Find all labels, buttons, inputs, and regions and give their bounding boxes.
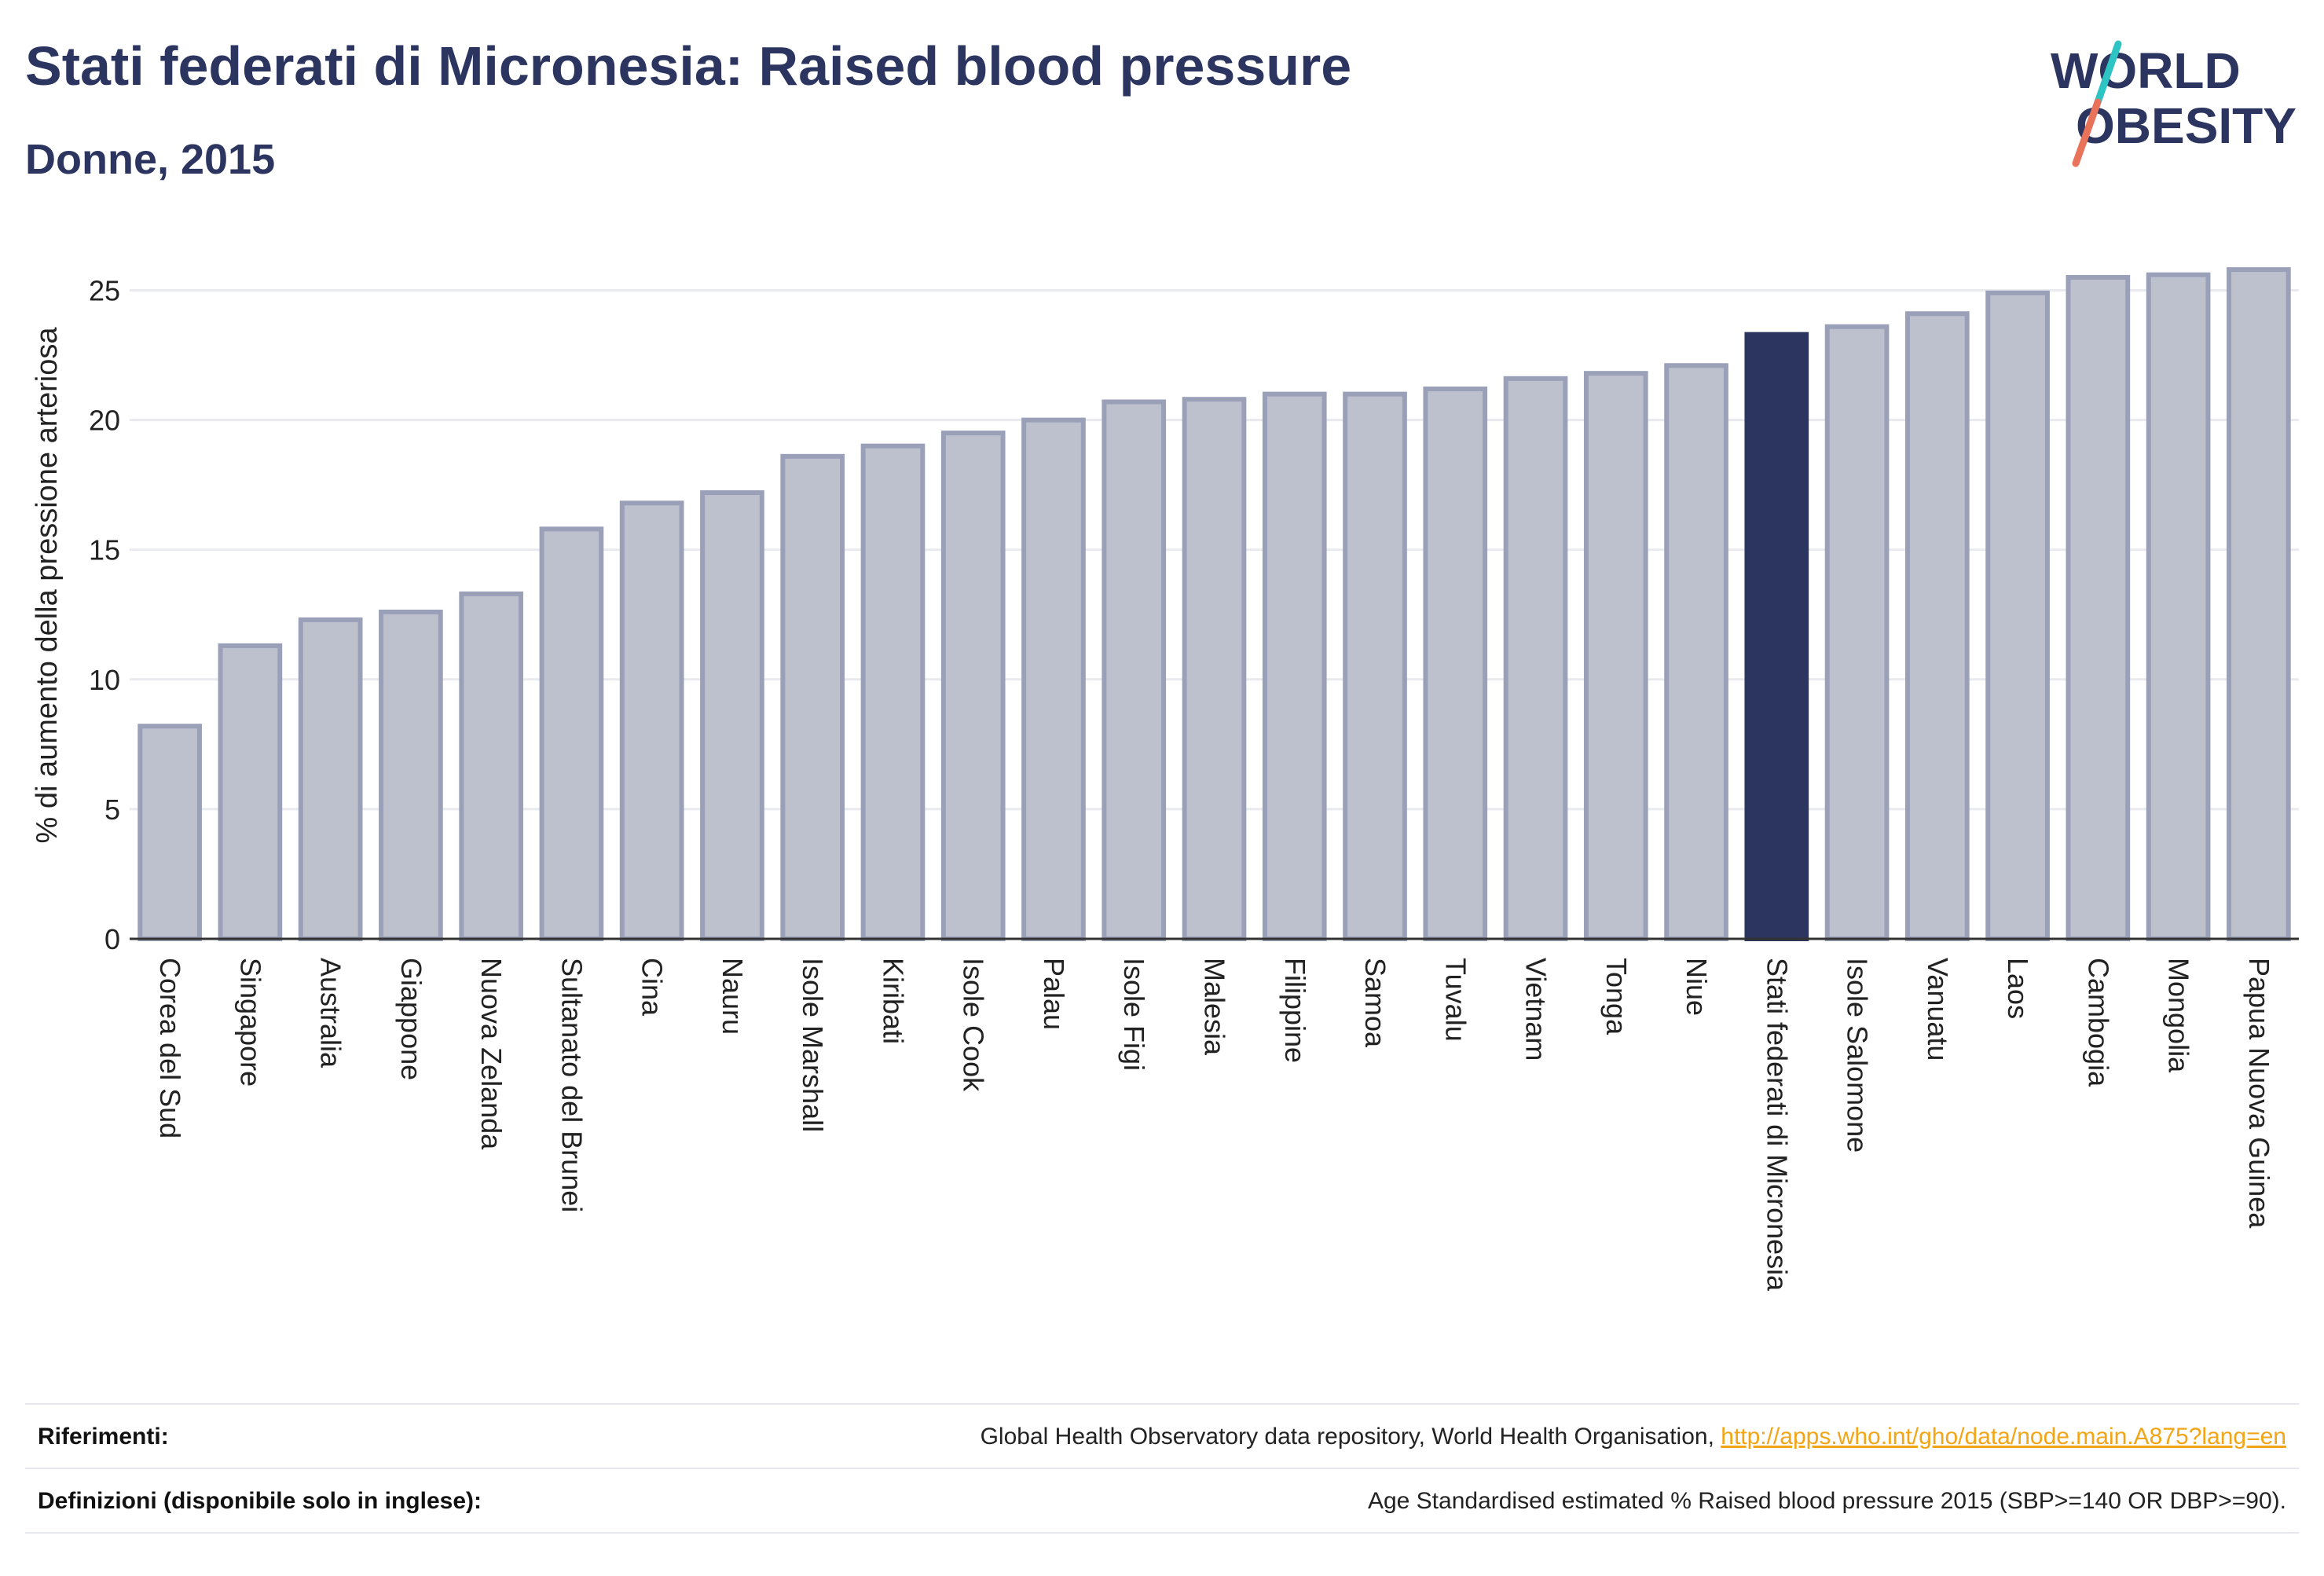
bar [700,490,764,941]
x-tick-label: Papua Nuova Guinea [2243,958,2275,1229]
references-link[interactable]: http://apps.who.int/gho/data/node.main.A… [1721,1424,2286,1450]
bar-chart: 0 5 10 15 20 25 Corea del Sud Singapore Austral… [31,267,2299,1292]
bar [539,526,604,941]
chart-title: Stati federati di Micronesia: Raised blo… [25,35,1352,97]
x-tick-label: Tonga [1600,958,1633,1035]
x-tick-label: Kiribati [877,958,909,1044]
y-tick-label: 5 [104,793,120,826]
chart-subtitle: Donne, 2015 [25,136,276,183]
bar [1102,399,1167,941]
y-tick-label: 20 [89,405,120,437]
bar [860,443,926,941]
bar [1021,417,1086,941]
x-tick-label: Sultanato del Brunei [555,958,588,1212]
x-tick-label: Vietnam [1520,958,1552,1061]
bar [298,617,363,941]
references-value: Global Health Observatory data repositor… [981,1424,2286,1450]
x-tick-label: Nuova Zelanda [475,958,508,1150]
references-row: Riferimenti: Global Health Observatory d… [25,1403,2299,1468]
bar [2146,272,2211,941]
x-tick-label: Australia [315,958,347,1068]
y-tick-label: 10 [89,664,120,696]
bars-layer [137,267,2291,942]
definitions-value: Age Standardised estimated % Raised bloo… [1367,1488,2286,1514]
y-tick-label: 0 [104,923,120,955]
x-tick-label: Isole Marshall [797,958,829,1132]
bar [459,591,524,941]
x-tick-label: Cambogia [2082,958,2114,1087]
references-text: Global Health Observatory data repositor… [980,1424,1721,1450]
logo-line1: WORLD [2051,42,2241,99]
y-tick-label: 25 [89,275,120,307]
x-tick-label: Stati federati di Micronesia [1761,958,1793,1292]
x-tick-label: Cina [636,958,669,1017]
bar-highlight [1744,332,1809,941]
logo-line2: OBESITY [2076,97,2297,154]
bar [1423,387,1488,941]
bar [780,453,845,941]
axis-layer: 0 5 10 15 20 25 [89,275,2299,955]
x-tick-label: Isole Cook [958,958,990,1092]
bar [1904,311,1970,941]
definitions-label: Definizioni (disponibile solo in inglese… [38,1488,482,1514]
bar [1583,371,1648,942]
bar [1182,397,1247,942]
bar [218,643,283,941]
y-axis-label: % di aumento della pressione arteriosa [31,327,64,844]
bar [1503,376,1568,941]
bar [2066,275,2131,941]
x-tick-label: Filippine [1279,958,1311,1063]
x-tick-label: Isole Salomone [1842,958,1874,1153]
bar [940,431,1006,941]
x-tick-labels: Corea del Sud Singapore Australia Giappone N… [154,958,2275,1292]
x-tick-label: Isole Figi [1118,958,1150,1071]
x-tick-label: Singapore [234,958,266,1087]
logo-slash-top [2094,40,2122,106]
logo-slash-bottom [2072,98,2102,167]
world-obesity-logo: WORLD OBESITY [2051,40,2297,167]
x-tick-label: Palau [1038,958,1070,1030]
x-tick-label: Giappone [395,958,427,1080]
bar [2227,267,2291,941]
bar [1262,391,1327,941]
bar [379,609,443,942]
bar [1824,324,1890,942]
x-tick-label: Laos [2002,958,2034,1019]
x-tick-label: Corea del Sud [154,958,186,1138]
definitions-row: Definizioni (disponibile solo in inglese… [25,1468,2299,1532]
bar [619,500,684,941]
bar [1664,363,1728,941]
x-tick-label: Samoa [1359,958,1391,1048]
x-tick-label: Nauru [717,958,749,1035]
y-tick-label: 15 [89,534,120,566]
bar [1985,290,2050,941]
x-tick-label: Mongolia [2163,958,2195,1073]
x-tick-label: Vanuatu [1922,958,1954,1061]
x-tick-label: Tuvalu [1439,958,1472,1042]
references-label: Riferimenti: [38,1424,169,1450]
x-tick-label: Niue [1681,958,1713,1016]
bar [137,724,202,942]
x-tick-label: Malesia [1199,958,1231,1056]
bar [1343,391,1407,941]
footer-divider [25,1532,2299,1534]
